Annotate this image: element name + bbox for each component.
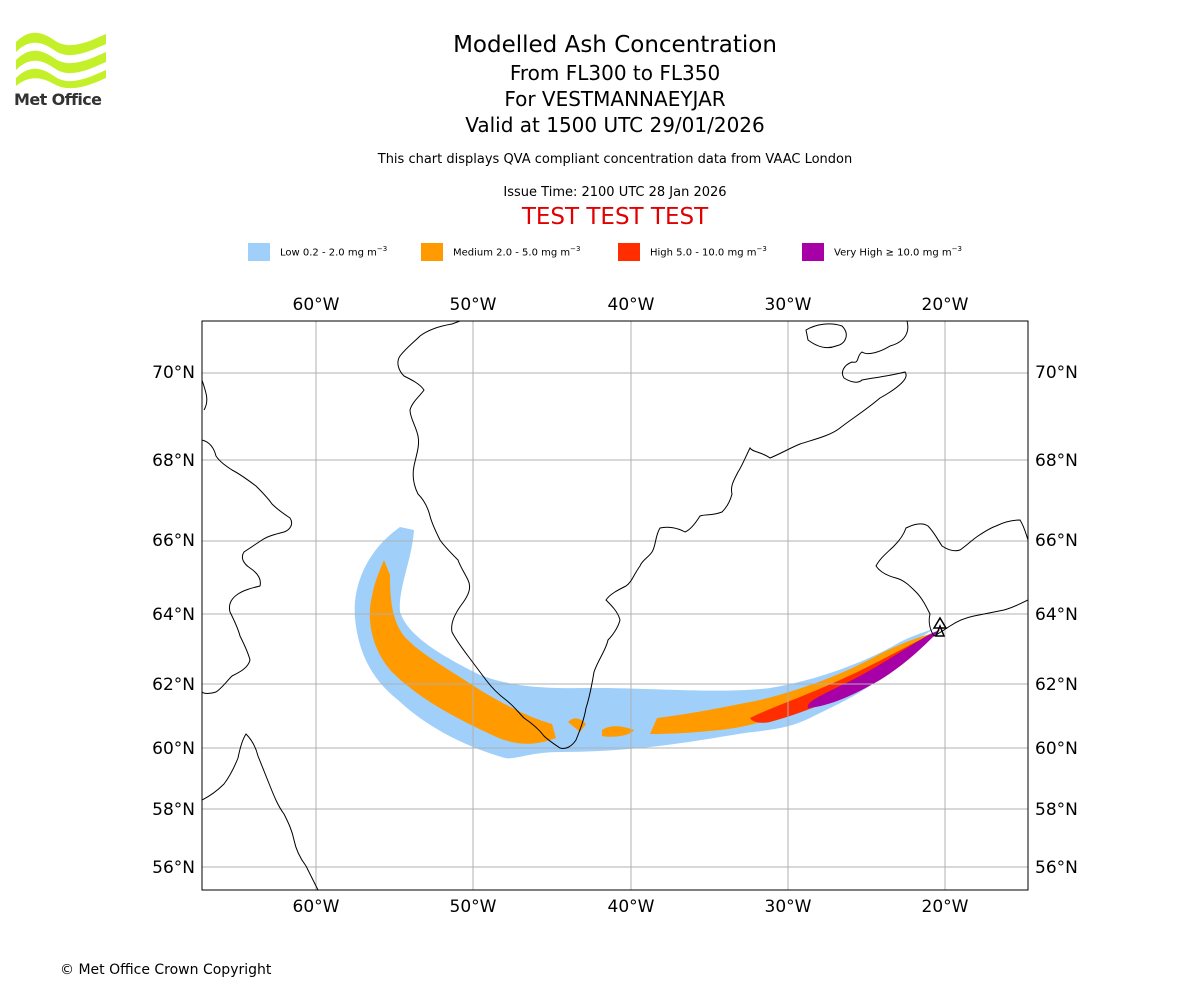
volcano-source-icon [932, 616, 948, 637]
lat-label-left: 64°N [152, 605, 195, 625]
concentration-legend: Low 0.2 - 2.0 mg m−3 Medium 2.0 - 5.0 mg… [0, 243, 1200, 265]
chart-title: Modelled Ash Concentration [453, 32, 777, 58]
ash-plume-medium [650, 632, 938, 734]
valid-time: Valid at 1500 UTC 29/01/2026 [465, 113, 765, 137]
legend-item-very-high: Very High ≥ 10.0 mg m−3 [802, 243, 962, 261]
coastline-svalbard-west [805, 323, 847, 349]
ash-plume-high [750, 630, 940, 723]
flight-level-range: From FL300 to FL350 [509, 61, 721, 85]
legend-swatch-high [618, 243, 640, 261]
lon-label-top: 30°W [765, 295, 812, 315]
lat-label-right: 56°N [1035, 858, 1078, 878]
legend-swatch-very-high [802, 243, 824, 261]
lon-label-top: 20°W [922, 295, 969, 315]
coastline-baffin [202, 439, 293, 694]
lon-labels-top: 60°W 50°W 40°W 30°W 20°W [293, 295, 969, 315]
legend-item-medium: Medium 2.0 - 5.0 mg m−3 [421, 243, 580, 261]
legend-label-high: High 5.0 - 10.0 mg m−3 [650, 245, 767, 259]
chart-header: Modelled Ash Concentration From FL300 to… [315, 30, 915, 231]
lon-label-bottom: 50°W [450, 897, 497, 917]
coastline-labrador [202, 733, 319, 890]
lon-label-top: 40°W [608, 295, 655, 315]
lat-labels-left: 70°N 68°N 66°N 64°N 62°N 60°N 58°N 56°N [152, 363, 195, 878]
ash-plume-medium-west [369, 560, 556, 744]
lon-label-bottom: 30°W [765, 897, 812, 917]
coastline-baffin-north [202, 379, 208, 411]
lat-label-right: 68°N [1035, 451, 1078, 471]
lat-label-left: 62°N [152, 675, 195, 695]
legend-item-high: High 5.0 - 10.0 mg m−3 [618, 243, 767, 261]
lon-label-bottom: 40°W [608, 897, 655, 917]
lat-label-right: 64°N [1035, 605, 1078, 625]
copyright-notice: © Met Office Crown Copyright [60, 962, 272, 978]
map-gridlines [202, 321, 1028, 890]
coastlines [202, 321, 1028, 890]
lat-label-right: 60°N [1035, 739, 1078, 759]
ash-plume-medium-blob-2 [602, 726, 634, 737]
lon-label-top: 60°W [293, 295, 340, 315]
lat-labels-right: 70°N 68°N 66°N 64°N 62°N 60°N 58°N 56°N [1035, 363, 1078, 878]
coastline-iceland [875, 519, 1028, 637]
ash-plume-very-high [807, 630, 940, 708]
met-office-logo: Met Office [14, 30, 108, 112]
test-banner: TEST TEST TEST [521, 204, 709, 230]
ash-plume-medium-blob-1 [568, 718, 586, 732]
lon-label-bottom: 60°W [293, 897, 340, 917]
legend-label-very-high: Very High ≥ 10.0 mg m−3 [834, 245, 962, 259]
lat-label-left: 60°N [152, 739, 195, 759]
legend-label-low: Low 0.2 - 2.0 mg m−3 [280, 245, 388, 259]
lat-label-left: 58°N [152, 800, 195, 820]
legend-swatch-medium [421, 243, 443, 261]
volcano-name: For VESTMANNAEYJAR [504, 87, 726, 111]
legend-swatch-low [248, 243, 270, 261]
lat-label-right: 66°N [1035, 531, 1078, 551]
lon-label-bottom: 20°W [922, 897, 969, 917]
legend-item-low: Low 0.2 - 2.0 mg m−3 [248, 243, 387, 261]
lat-label-left: 70°N [152, 363, 195, 383]
legend-label-medium: Medium 2.0 - 5.0 mg m−3 [453, 245, 581, 259]
met-office-wordmark: Met Office [14, 90, 102, 109]
lat-label-right: 70°N [1035, 363, 1078, 383]
issue-time: Issue Time: 2100 UTC 28 Jan 2026 [503, 185, 727, 200]
map-frame [201, 320, 1029, 891]
coastline-greenland [397, 321, 909, 749]
ash-plume-low [354, 527, 937, 759]
lat-label-left: 56°N [152, 858, 195, 878]
lat-label-left: 68°N [152, 451, 195, 471]
lat-label-left: 66°N [152, 531, 195, 551]
lon-labels-bottom: 60°W 50°W 40°W 30°W 20°W [293, 897, 969, 917]
lat-label-right: 62°N [1035, 675, 1078, 695]
lon-label-top: 50°W [450, 295, 497, 315]
met-office-wave-icon [16, 32, 106, 89]
chart-description: This chart displays QVA compliant concen… [377, 152, 853, 167]
lat-label-right: 58°N [1035, 800, 1078, 820]
